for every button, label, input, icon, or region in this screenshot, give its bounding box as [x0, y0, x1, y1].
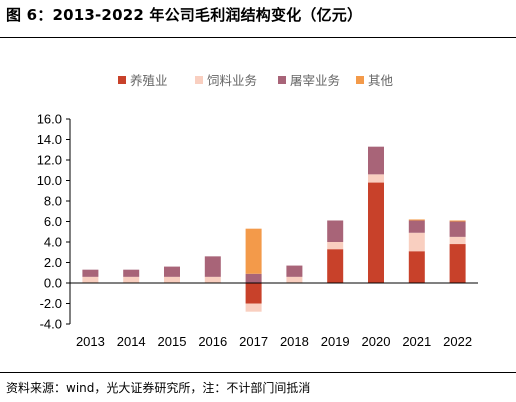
x-tick-label: 2022	[443, 334, 472, 349]
y-tick-label: -2.0	[40, 296, 62, 311]
x-tick-label: 2016	[198, 334, 227, 349]
x-tick-label: 2014	[117, 334, 146, 349]
y-tick-label: 16.0	[37, 112, 62, 127]
legend-swatch	[278, 76, 286, 84]
bar-2014-series-1	[123, 276, 140, 283]
bar-2022-series-2	[449, 221, 466, 237]
stacked-bar-chart: 养殖业 饲料业务 屠宰业务 其他 16.0 14.0 12.0 10.0 8.0 6.0 4.0 2…	[37, 73, 478, 349]
bar-2017-series-0	[245, 283, 262, 304]
y-tick-label: 4.0	[44, 235, 62, 250]
figure-title: 图 6：2013-2022 年公司毛利润结构变化（亿元）	[6, 6, 363, 24]
bar-2014-series-2	[123, 269, 140, 277]
bar-2022-series-3	[449, 220, 466, 222]
source-note: 资料来源：wind，光大证券研究所，注：不计部门间抵消	[6, 381, 311, 395]
bar-2017-series-3	[245, 228, 262, 274]
x-tick-label: 2019	[321, 334, 350, 349]
bar-2013-series-2	[82, 269, 99, 277]
bar-2018-series-1	[286, 276, 303, 283]
x-tick-label: 2020	[362, 334, 391, 349]
legend-label: 养殖业	[130, 73, 168, 88]
y-tick-label: 0.0	[44, 276, 62, 291]
legend-swatch	[118, 76, 126, 84]
y-tick-label: 14.0	[37, 132, 62, 147]
bar-2015-series-2	[164, 266, 180, 277]
bar-2015-series-1	[164, 276, 180, 283]
bar-2017-series-2	[245, 273, 262, 283]
x-tick-label: 2013	[76, 334, 105, 349]
bar-2020-series-1	[368, 174, 384, 183]
y-tick-label: 2.0	[44, 255, 62, 270]
y-tick-label: 6.0	[44, 214, 62, 229]
bar-2022-series-1	[449, 236, 466, 245]
bar-2022-series-0	[449, 244, 466, 283]
legend-label: 屠宰业务	[290, 73, 340, 88]
bar-2021-series-3	[408, 219, 425, 221]
bar-2019-series-2	[327, 220, 344, 242]
bar-2020-series-2	[368, 146, 384, 175]
x-tick-label: 2021	[402, 334, 431, 349]
bars-group	[82, 146, 466, 312]
bottom-rule	[0, 372, 516, 373]
y-tick-label: 10.0	[37, 173, 62, 188]
legend-label: 其他	[368, 73, 394, 88]
bar-2021-series-0	[408, 251, 425, 283]
bar-2013-series-1	[82, 276, 99, 283]
bar-2021-series-2	[408, 220, 425, 233]
y-tick-label: 8.0	[44, 194, 62, 209]
bar-2019-series-0	[327, 249, 344, 283]
bar-2019-series-1	[327, 242, 344, 250]
bar-2018-series-2	[286, 265, 303, 277]
y-axis: 16.0 14.0 12.0 10.0 8.0 6.0 4.0 2.0 0.0 -2.0 -4.0	[37, 112, 71, 332]
bar-2017-series-1	[245, 303, 262, 312]
y-tick-label: 12.0	[37, 153, 62, 168]
bar-2021-series-1	[408, 232, 425, 252]
top-rule	[0, 37, 516, 38]
x-axis: 2013 2014 2015 2016 2017 2018 2019 2020 2021 2022	[70, 282, 478, 349]
legend-swatch	[195, 76, 203, 84]
bar-2020-series-0	[368, 182, 384, 283]
x-tick-label: 2015	[158, 334, 187, 349]
y-tick-label: -4.0	[40, 317, 62, 332]
bar-2016-series-2	[204, 256, 221, 277]
chart-legend: 养殖业 饲料业务 屠宰业务 其他	[118, 73, 394, 88]
x-tick-label: 2017	[239, 334, 268, 349]
bar-2016-series-1	[204, 276, 221, 283]
x-tick-label: 2018	[280, 334, 309, 349]
legend-swatch	[356, 76, 364, 84]
legend-label: 饲料业务	[207, 73, 257, 88]
